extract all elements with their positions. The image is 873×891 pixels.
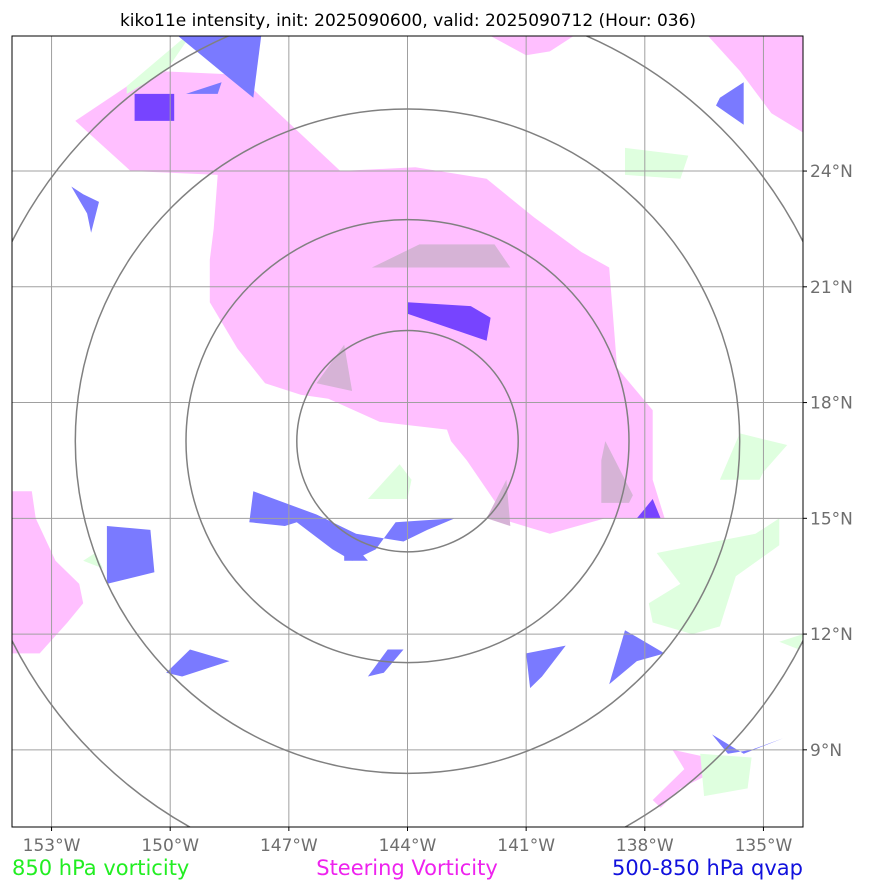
range-rings (12, 36, 803, 827)
steering-overlap-region (486, 479, 511, 526)
qvap-region (716, 82, 744, 125)
qvap-region (712, 734, 784, 754)
vorticity-850-region (83, 553, 103, 569)
y-tick-label: 21°N (810, 278, 853, 298)
vorticity-850-region (126, 36, 190, 94)
steering-overlap-layer (316, 244, 633, 526)
qvap-dark-region (636, 499, 661, 519)
qvap-dark-region (134, 93, 175, 121)
y-axis-ticks: 24°N 21°N 18°N 15°N 12°N 9°N (803, 162, 853, 761)
y-tick-label: 15°N (810, 509, 853, 529)
x-tick-label: 141°W (497, 836, 555, 856)
steering-vorticity-layer (12, 36, 803, 808)
vorticity-850-region (648, 518, 780, 635)
x-axis-ticks: 153°W 150°W 147°W 144°W 141°W 138°W 135°W (23, 827, 793, 856)
range-ring (74, 108, 741, 775)
steering-vorticity-region (490, 36, 574, 56)
steering-vorticity-region (652, 749, 709, 808)
range-ring (296, 329, 519, 553)
qvap-region (166, 649, 230, 677)
steering-overlap-region (601, 441, 633, 503)
legend-steering-vorticity: Steering Vorticity (316, 856, 498, 880)
qvap-region (178, 36, 262, 98)
qvap-region (186, 82, 222, 94)
x-tick-label: 147°W (260, 836, 318, 856)
x-tick-label: 135°W (735, 836, 793, 856)
qvap-region (344, 533, 368, 561)
qvap-region (71, 186, 99, 233)
steering-overlap-region (371, 244, 511, 268)
qvap-region (106, 526, 155, 584)
y-tick-label: 9°N (810, 741, 842, 761)
vorticity-850-region (700, 753, 752, 797)
steering-overlap-region (316, 344, 353, 391)
y-tick-label: 18°N (810, 394, 853, 414)
qvap-region (367, 649, 404, 677)
steering-vorticity-region (708, 36, 803, 133)
steering-vorticity-region (75, 70, 665, 534)
gridlines (12, 36, 803, 827)
chart-title: kiko11e intensity, init: 2025090600, val… (120, 11, 696, 31)
x-tick-label: 153°W (23, 836, 81, 856)
qvap-dark-region (407, 302, 491, 341)
steering-vorticity-region (12, 491, 84, 654)
y-tick-label: 12°N (810, 625, 853, 645)
vorticity-850-region (719, 433, 788, 480)
vorticity-850-region (779, 634, 803, 650)
y-tick-label: 24°N (810, 162, 853, 182)
vorticity-850-region (367, 464, 412, 499)
legend-850-vorticity: 850 hPa vorticity (12, 856, 189, 880)
qvap-layer (71, 36, 784, 754)
qvap-region (526, 645, 566, 689)
legend-qvap: 500-850 hPa qvap (612, 856, 803, 880)
x-tick-label: 150°W (141, 836, 199, 856)
qvap-dark-layer (134, 93, 661, 519)
x-tick-label: 144°W (379, 836, 437, 856)
x-tick-label: 138°W (616, 836, 674, 856)
range-ring (185, 218, 630, 664)
qvap-region (609, 630, 665, 685)
